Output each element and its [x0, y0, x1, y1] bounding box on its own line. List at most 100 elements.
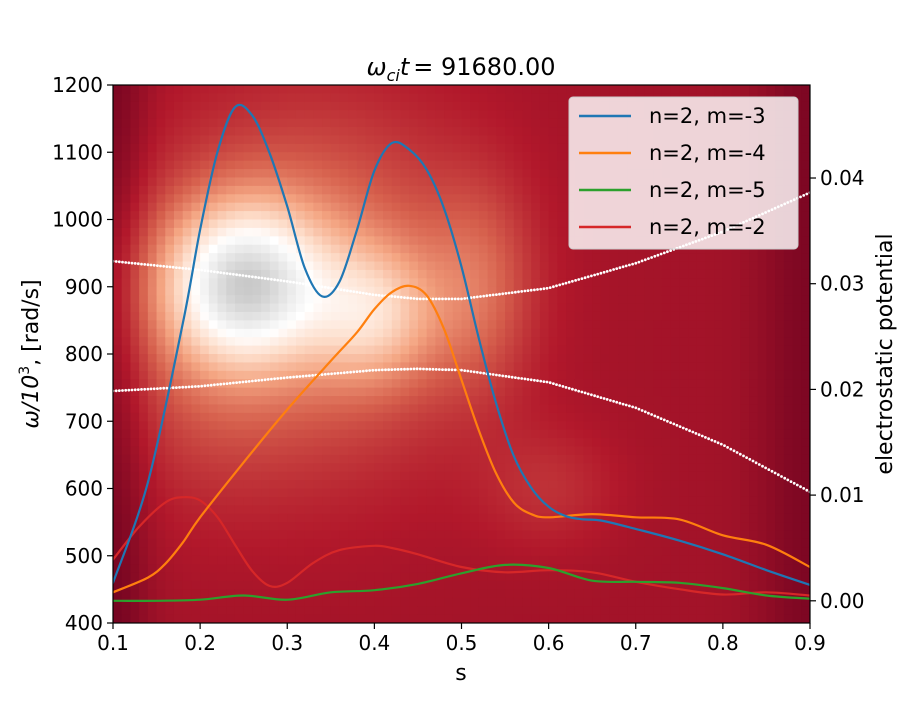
heatmap-cell	[200, 580, 210, 590]
heatmap-cell	[261, 211, 271, 221]
heatmap-cell	[618, 606, 628, 616]
heatmap-cell	[670, 311, 680, 321]
heatmap-cell	[226, 185, 236, 195]
heatmap-cell	[600, 480, 611, 490]
heatmap-cell	[653, 337, 663, 347]
heatmap-cell	[226, 572, 236, 582]
heatmap-cell	[592, 606, 602, 616]
heatmap-cell	[139, 387, 149, 397]
heatmap-cell	[478, 320, 489, 330]
heatmap-cell	[731, 362, 741, 372]
heatmap-cell	[452, 438, 463, 448]
heatmap-cell	[461, 236, 471, 246]
heatmap-cell	[531, 538, 541, 548]
heatmap-cell	[505, 160, 515, 170]
heatmap-cell	[627, 572, 637, 582]
heatmap-cell	[147, 185, 158, 195]
heatmap-cell	[513, 311, 524, 321]
heatmap-cell	[688, 379, 698, 389]
heatmap-cell	[557, 185, 567, 195]
heatmap-cell	[130, 143, 140, 153]
heatmap-cell	[444, 269, 454, 279]
heatmap-cell	[173, 160, 184, 170]
heatmap-cell	[165, 143, 175, 153]
heatmap-cell	[365, 547, 375, 557]
heatmap-cell	[644, 269, 654, 279]
heatmap-cell	[191, 597, 201, 607]
heatmap-cell	[191, 555, 201, 565]
heatmap-cell	[313, 244, 323, 254]
heatmap-cell	[505, 286, 515, 296]
heatmap-cell	[173, 345, 184, 355]
heatmap-cell	[165, 572, 175, 582]
heatmap-cell	[226, 177, 236, 187]
heatmap-cell	[374, 236, 384, 246]
heatmap-cell	[374, 354, 384, 364]
heatmap-cell	[295, 328, 306, 338]
heatmap-cell	[627, 328, 637, 338]
heatmap-cell	[147, 522, 158, 532]
heatmap-cell	[147, 311, 158, 321]
heatmap-cell	[679, 429, 689, 439]
heatmap-cell	[487, 471, 497, 481]
heatmap-cell	[252, 244, 262, 254]
heatmap-cell	[217, 362, 227, 372]
heatmap-cell	[339, 101, 349, 111]
heatmap-cell	[731, 606, 741, 616]
heatmap-cell	[513, 412, 524, 422]
heatmap-cell	[653, 404, 663, 414]
heatmap-cell	[513, 127, 524, 137]
heatmap-cell	[757, 438, 768, 448]
heatmap-cell	[644, 286, 654, 296]
heatmap-cell	[182, 261, 193, 271]
heatmap-cell	[191, 227, 201, 237]
heatmap-cell	[783, 85, 794, 95]
heatmap-cell	[531, 564, 541, 574]
heatmap-cell	[365, 572, 375, 582]
heatmap-cell	[435, 505, 445, 515]
heatmap-cell	[365, 480, 375, 490]
heatmap-cell	[269, 236, 280, 246]
heatmap-cell	[278, 379, 288, 389]
heatmap-cell	[618, 404, 628, 414]
heatmap-cell	[139, 505, 149, 515]
heatmap-cell	[278, 93, 288, 103]
heatmap-cell	[269, 127, 280, 137]
heatmap-cell	[757, 354, 768, 364]
heatmap-cell	[348, 438, 358, 448]
heatmap-cell	[252, 253, 262, 263]
heatmap-cell	[391, 496, 402, 506]
heatmap-cell	[278, 253, 288, 263]
heatmap-cell	[417, 480, 428, 490]
heatmap-cell	[208, 236, 219, 246]
heatmap-cell	[261, 362, 271, 372]
heatmap-cell	[600, 387, 611, 397]
heatmap-cell	[322, 295, 332, 305]
heatmap-cell	[348, 564, 358, 574]
heatmap-cell	[775, 396, 785, 406]
heatmap-cell	[147, 471, 158, 481]
heatmap-cell	[278, 211, 288, 221]
heatmap-cell	[217, 379, 227, 389]
heatmap-cell	[574, 421, 585, 431]
heatmap-cell	[121, 127, 132, 137]
heatmap-cell	[548, 555, 558, 565]
heatmap-cell	[409, 227, 419, 237]
heatmap-cell	[566, 85, 576, 95]
heatmap-cell	[409, 337, 419, 347]
heatmap-cell	[173, 236, 184, 246]
heatmap-cell	[391, 488, 402, 498]
heatmap-cell	[121, 564, 132, 574]
heatmap-cell	[644, 354, 654, 364]
heatmap-cell	[322, 169, 332, 179]
heatmap-cell	[173, 286, 184, 296]
heatmap-cell	[208, 412, 219, 422]
heatmap-cell	[365, 555, 375, 565]
heatmap-cell	[522, 345, 532, 355]
heatmap-cell	[269, 253, 280, 263]
heatmap-cell	[234, 93, 245, 103]
heatmap-cell	[348, 118, 358, 128]
heatmap-cell	[618, 269, 628, 279]
heatmap-cell	[330, 101, 341, 111]
heatmap-cell	[417, 219, 428, 229]
